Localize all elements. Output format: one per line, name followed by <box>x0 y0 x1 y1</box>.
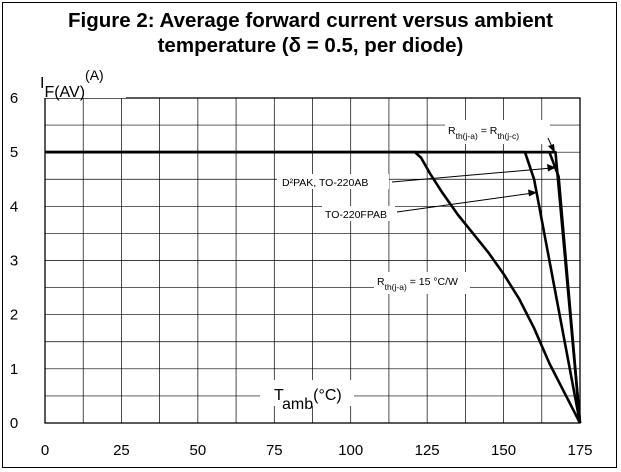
leader-arrowhead <box>547 164 556 172</box>
annotation-label: TO-220FPAB <box>325 209 387 221</box>
annotation-label: Tamb(°C) <box>274 387 342 413</box>
y-axis-label-box <box>36 70 126 98</box>
x-axis-label-box <box>260 380 354 406</box>
chart-title: Figure 2: Average forward current versus… <box>0 8 621 58</box>
curves <box>45 150 582 424</box>
y-tick-label: 4 <box>10 198 18 215</box>
annotation-box <box>374 272 470 294</box>
y-tick-label: 2 <box>10 307 18 324</box>
chart-title-line-1: Figure 2: Average forward current versus… <box>68 9 553 32</box>
leader-line <box>391 167 553 183</box>
y-tick-label: 3 <box>10 253 18 270</box>
annotation-label: D²PAK, TO-220AB <box>282 177 368 189</box>
x-tick-label: 150 <box>491 442 516 459</box>
leader-line <box>396 192 534 213</box>
series-line-4 <box>45 150 582 424</box>
figure-frame <box>2 2 617 468</box>
x-tick-label: 25 <box>113 442 130 459</box>
annotation-box <box>445 120 550 144</box>
x-tick-label: 100 <box>338 442 363 459</box>
annotation-box <box>277 174 389 189</box>
x-tick-label: 175 <box>567 442 592 459</box>
y-axis-label: IF(AV)(A) <box>40 67 104 101</box>
y-tick-label: 5 <box>10 144 18 161</box>
plot-border <box>44 97 581 424</box>
x-tick-label: 0 <box>41 442 49 459</box>
y-tick-label: 0 <box>10 415 18 432</box>
y-tick-label: 6 <box>10 90 18 107</box>
axis-labels: Tamb(°C) IF(AV)(A) <box>36 67 354 413</box>
chart-title-line-2: temperature (δ = 0.5, per diode) <box>157 34 464 57</box>
tick-labels: 0 25 50 75 100 125 150 175 0 1 2 3 4 5 6 <box>10 90 593 459</box>
grid <box>45 98 580 423</box>
y-tick-label: 1 <box>10 361 18 378</box>
annotation-label: Rth(j-a) = 15 °C/W <box>377 276 458 292</box>
x-tick-label: 75 <box>266 442 283 459</box>
annotation-label: Rth(j-a) = Rth(j-c) <box>448 125 519 141</box>
x-tick-label: 125 <box>415 442 440 459</box>
annotation-box <box>322 206 395 221</box>
leader-arrowhead <box>548 144 555 153</box>
leader-arrowhead <box>528 189 537 197</box>
x-tick-label: 50 <box>190 442 207 459</box>
annotations: Rth(j-a) = Rth(j-c) D²PAK, TO-220AB TO-220… <box>277 120 556 294</box>
